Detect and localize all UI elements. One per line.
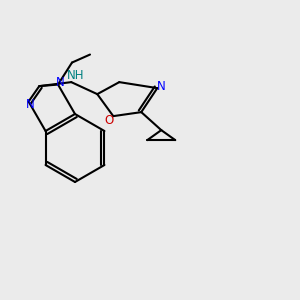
Text: NH: NH <box>67 69 84 82</box>
Text: N: N <box>26 98 35 111</box>
Text: N: N <box>56 76 64 89</box>
Text: N: N <box>157 80 166 93</box>
Text: O: O <box>105 114 114 127</box>
